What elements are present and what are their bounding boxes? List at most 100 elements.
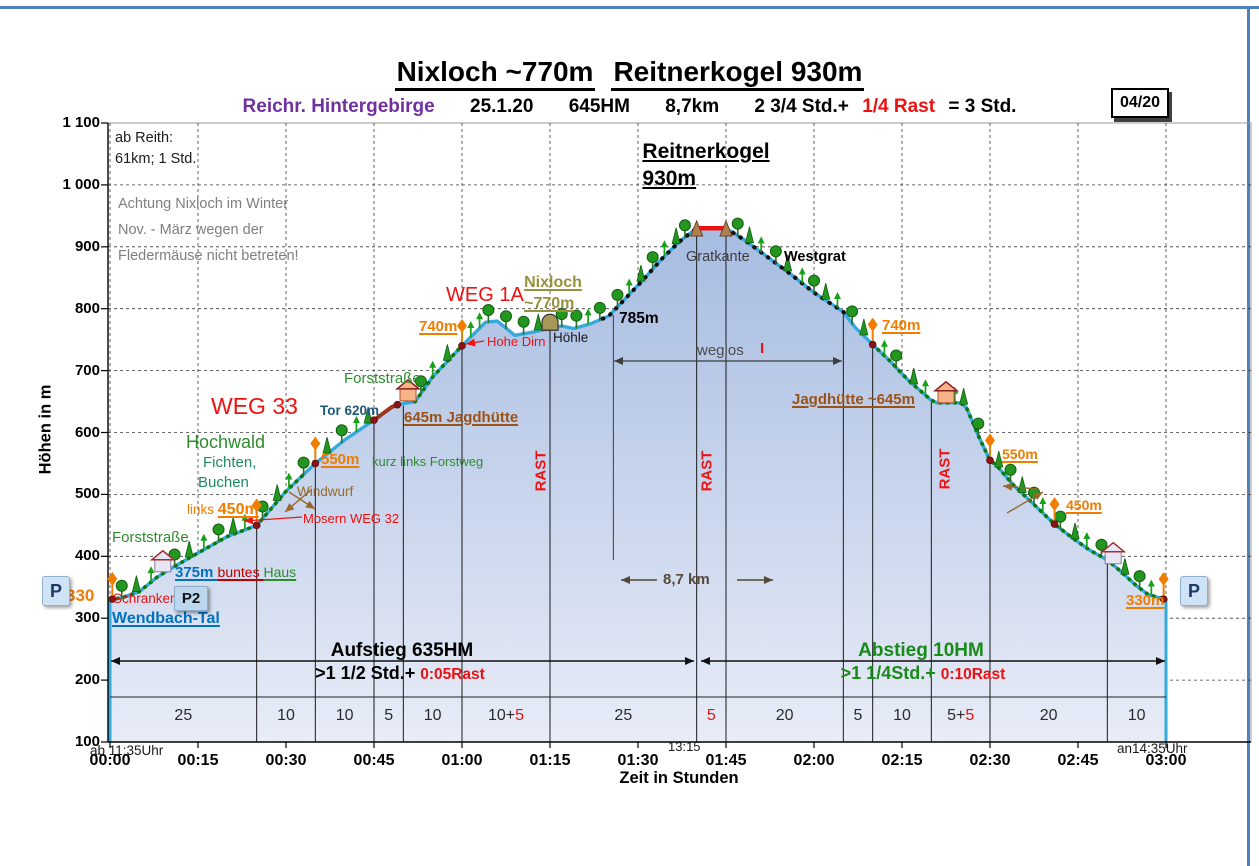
arrowhead <box>111 657 120 665</box>
x-tick-label: 00:30 <box>265 752 307 769</box>
tree-icon <box>335 424 348 437</box>
waypoint-dot <box>370 416 378 424</box>
alt-330-left: 330 <box>66 586 95 605</box>
arrowhead <box>285 503 295 512</box>
links-450-label: links 450m <box>187 501 259 518</box>
segment-duration-label: 20 <box>775 707 794 724</box>
up-arrow-icon <box>660 240 668 248</box>
tree-icon <box>414 375 427 388</box>
tree-icon <box>846 305 859 318</box>
tree-icon <box>678 219 691 232</box>
segment-duration-label: 10 <box>1127 707 1146 724</box>
tree-icon <box>731 217 744 230</box>
waypoint-diamond-icon <box>107 572 118 587</box>
up-arrow-icon <box>1147 579 1155 587</box>
x-tick-label: 02:15 <box>881 752 923 769</box>
up-arrow-icon <box>467 321 475 329</box>
y-tick-label: 600 <box>74 423 100 441</box>
buchen-label: Buchen <box>198 474 249 491</box>
x-tick-label: 01:15 <box>529 752 571 769</box>
x-tick-label: 02:45 <box>1057 752 1099 769</box>
buntes-haus-label: 375m buntes Haus <box>175 564 297 581</box>
waypoint-dot <box>458 342 466 350</box>
title-part-1: Nixloch ~770m <box>394 56 596 91</box>
segment-duration-label: 20 <box>1039 707 1058 724</box>
house-icon <box>154 559 172 573</box>
forststrasse-lower: Forststraße <box>112 529 189 546</box>
up-arrow-icon <box>757 236 765 244</box>
y-tick-label: 1 000 <box>62 175 100 193</box>
alt-785: 785m <box>619 310 659 327</box>
y-tick-label: 400 <box>74 547 100 565</box>
wendbach-tal-label: Wendbach-Tal <box>112 610 220 627</box>
arrowhead <box>244 516 254 525</box>
conifer-icon <box>959 388 969 405</box>
conifer-icon <box>744 226 754 244</box>
tree-icon <box>808 274 820 287</box>
nixloch-label: Nixloch ~770m <box>524 274 582 312</box>
achtung-note: Achtung Nixloch im Winter Nov. - März weg… <box>118 196 299 264</box>
x-tick-label: 00:45 <box>353 752 395 769</box>
segment-duration-label: 10 <box>335 707 354 724</box>
waypoint-dot <box>393 400 402 409</box>
tree-icon <box>555 308 568 321</box>
window-frame-top <box>0 6 1259 9</box>
arrowhead <box>701 657 710 665</box>
y-tick-label: 200 <box>74 671 100 689</box>
conifer-icon <box>272 484 282 501</box>
tree-icon <box>769 245 782 258</box>
summit-cairn-icon <box>689 219 704 237</box>
conifer-icon <box>994 450 1004 468</box>
segment-duration-label: 5 <box>384 707 394 724</box>
arrowhead <box>621 576 630 584</box>
y-tick-label: 1 100 <box>62 114 100 131</box>
aufstieg-time: >1 1/2 Std.+ 0:05Rast <box>315 663 485 683</box>
waypoint-diamond-icon <box>985 433 995 448</box>
green-trail-overlay <box>108 472 306 602</box>
segment-duration-label: 5+5 <box>947 707 975 724</box>
aufstieg-title: Aufstieg 635HM <box>330 640 474 661</box>
x-axis-title: Zeit in Stunden <box>619 769 739 787</box>
kurz-links-forstweg: kurz links Forstweg <box>372 454 484 469</box>
house-icon <box>937 390 955 404</box>
waypoint-dot <box>252 521 261 530</box>
ab-reith-note: ab Reith: 61km; 1 Std. <box>115 130 197 167</box>
tree-icon <box>482 304 495 317</box>
westgrat-label: Westgrat <box>784 249 846 265</box>
schranken-label: Schranken <box>113 591 178 606</box>
jagdhuette-right-label: Jagdhütte ~645m <box>792 391 915 408</box>
subtitle-time: 2 3/4 Std.+ <box>754 96 849 117</box>
x-tick-label: 00:00 <box>89 752 131 769</box>
subtitle-km: 8,7km <box>665 96 720 117</box>
up-arrow-icon <box>1083 532 1091 540</box>
waypoint-dot <box>311 459 320 468</box>
x-tick-label: 02:00 <box>793 752 835 769</box>
x-tick-label: 01:00 <box>441 752 483 769</box>
up-arrow-icon <box>1039 496 1047 504</box>
waypoint-dot <box>868 340 877 349</box>
arrowhead <box>1156 657 1165 665</box>
house-roof-icon <box>394 378 422 390</box>
conifer-icon <box>363 406 373 424</box>
x-tick-label: 00:15 <box>177 752 219 769</box>
rast-label-2: RAST <box>698 450 716 492</box>
tree-icon <box>212 523 225 536</box>
conifer-icon <box>184 540 194 558</box>
house-roof-icon <box>1100 541 1127 553</box>
title-part-2: Reitnerkogel 930m <box>611 56 865 91</box>
up-arrow-icon <box>921 379 929 387</box>
x-tick-label: 01:30 <box>617 752 659 769</box>
alt-740-left: 740m <box>419 318 458 335</box>
tree-icon <box>1004 463 1017 476</box>
up-arrow-icon <box>833 291 841 299</box>
forststrasse-upper: Forststraße <box>344 370 421 387</box>
cave-icon <box>541 313 559 331</box>
black-trail-overlay <box>723 226 849 318</box>
waypoint-diamond-icon <box>867 317 878 332</box>
up-arrow-icon <box>285 472 293 480</box>
waypoint-dot <box>986 456 994 465</box>
up-arrow-icon <box>147 566 155 574</box>
subtitle-hm: 645HM <box>568 96 630 117</box>
conifer-icon <box>783 254 793 272</box>
